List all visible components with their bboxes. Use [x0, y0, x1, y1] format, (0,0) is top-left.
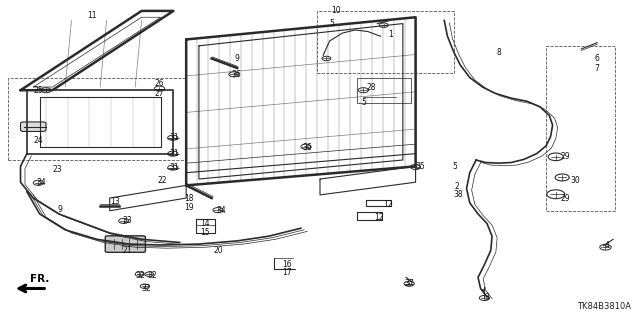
- Text: 29: 29: [561, 152, 570, 161]
- Text: 12: 12: [374, 212, 384, 222]
- Text: 34: 34: [36, 178, 46, 187]
- Text: 11: 11: [87, 11, 97, 20]
- Text: 21: 21: [122, 246, 132, 255]
- Text: 3: 3: [484, 293, 490, 302]
- Text: 28: 28: [366, 83, 376, 92]
- Text: 31: 31: [170, 133, 180, 142]
- Text: 14: 14: [200, 219, 210, 228]
- Text: 33: 33: [123, 216, 132, 225]
- Text: TK84B3810A: TK84B3810A: [577, 302, 631, 311]
- Text: 12: 12: [383, 200, 393, 209]
- Text: 5: 5: [452, 162, 458, 171]
- Text: 32: 32: [142, 284, 152, 293]
- Text: 17: 17: [282, 268, 292, 277]
- Text: 9: 9: [235, 54, 239, 63]
- Text: 36: 36: [302, 143, 312, 152]
- Text: 23: 23: [52, 165, 62, 174]
- Text: 22: 22: [157, 176, 166, 185]
- Text: 29: 29: [561, 194, 570, 203]
- Text: 31: 31: [170, 149, 180, 158]
- Text: 32: 32: [136, 271, 145, 280]
- Text: 24: 24: [33, 136, 43, 146]
- Text: 10: 10: [331, 6, 340, 15]
- Text: 18: 18: [184, 194, 194, 203]
- Text: 19: 19: [184, 203, 194, 212]
- Text: 30: 30: [570, 176, 580, 185]
- Text: 27: 27: [155, 89, 164, 98]
- Text: 35: 35: [415, 163, 425, 172]
- Text: 20: 20: [213, 246, 223, 255]
- Text: 38: 38: [454, 190, 463, 199]
- Bar: [546, 46, 615, 211]
- Text: 6: 6: [595, 54, 600, 63]
- Text: 4: 4: [604, 241, 609, 250]
- Text: 1: 1: [388, 30, 392, 39]
- Text: 5: 5: [361, 99, 366, 108]
- Text: 15: 15: [200, 228, 210, 237]
- Text: 34: 34: [216, 206, 226, 215]
- Text: 13: 13: [110, 197, 120, 206]
- Text: 37: 37: [404, 279, 414, 288]
- Text: 2: 2: [454, 182, 460, 191]
- Text: 9: 9: [58, 205, 63, 214]
- Bar: [8, 77, 186, 160]
- FancyBboxPatch shape: [105, 236, 145, 252]
- Text: 8: 8: [496, 48, 500, 57]
- Text: 31: 31: [170, 164, 180, 172]
- FancyBboxPatch shape: [20, 122, 46, 132]
- Text: 32: 32: [148, 271, 157, 280]
- Text: 5: 5: [329, 19, 334, 28]
- Text: FR.: FR.: [30, 274, 49, 284]
- Text: 7: 7: [595, 63, 600, 73]
- Bar: [317, 11, 454, 73]
- Bar: [357, 77, 411, 103]
- Text: 36: 36: [231, 70, 241, 79]
- Text: 25: 25: [33, 86, 43, 95]
- Text: 16: 16: [282, 260, 292, 268]
- Text: 26: 26: [155, 79, 164, 88]
